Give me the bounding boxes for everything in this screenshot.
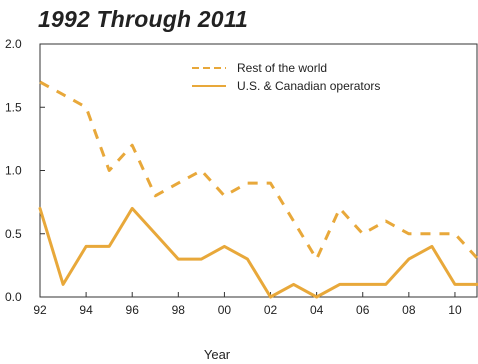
x-tick-label: 00 — [218, 303, 232, 317]
y-tick-label: 2.0 — [5, 37, 22, 51]
y-tick-label: 0.0 — [5, 290, 22, 304]
series-line-rest-of-world — [39, 80, 478, 261]
x-tick-label: 04 — [310, 303, 324, 317]
legend-label-rest-of-world: Rest of the world — [237, 61, 327, 75]
x-axis-title: Year — [204, 347, 231, 362]
x-tick-label: 96 — [126, 303, 140, 317]
x-tick-label: 06 — [356, 303, 370, 317]
plot-area: 0.0 0.5 1.0 1.5 2.0 92 94 96 98 00 02 04 06 08 10 — [5, 37, 478, 317]
x-tick-label: 10 — [448, 303, 462, 317]
x-tick-label: 98 — [172, 303, 186, 317]
series-line-us-canadian — [38, 206, 478, 299]
y-tick-label: 1.5 — [5, 100, 22, 114]
x-tick-label: 94 — [79, 303, 93, 317]
x-tick-label: 02 — [264, 303, 278, 317]
legend: Rest of the world U.S. & Canadian operat… — [192, 61, 380, 93]
chart-title: 1992 Through 2011 — [38, 6, 249, 32]
y-tick-label: 0.5 — [5, 227, 22, 241]
legend-label-us-canadian: U.S. & Canadian operators — [237, 79, 380, 93]
x-tick-label: 08 — [402, 303, 416, 317]
y-tick-label: 1.0 — [5, 164, 22, 178]
x-tick-label: 92 — [33, 303, 47, 317]
